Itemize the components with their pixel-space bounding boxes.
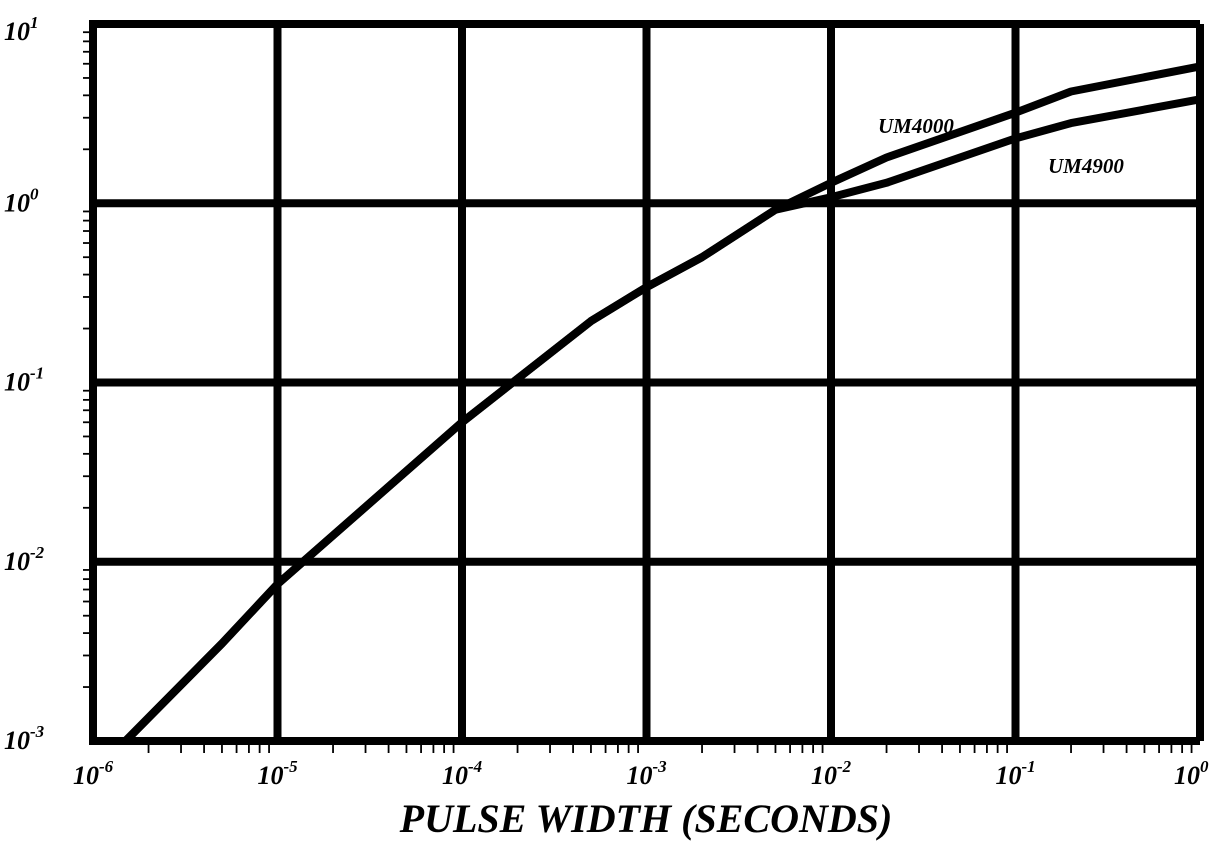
- y-tick-label: 10-1: [4, 364, 44, 397]
- x-tick-label: 10-4: [442, 757, 482, 790]
- x-tick-label: 10-3: [627, 757, 668, 790]
- series-lines: [122, 62, 1201, 744]
- x-tick-label: 10-2: [811, 757, 852, 790]
- x-tick-label: 10-6: [73, 757, 114, 790]
- series-line-um4000: [122, 62, 1201, 744]
- minor-ticks: [83, 31, 1193, 753]
- x-tick-label: 10-5: [258, 757, 299, 790]
- x-tick-label: 10-1: [996, 757, 1036, 790]
- y-tick-label: 10-2: [4, 543, 45, 576]
- series-line-um4900: [122, 95, 1201, 744]
- x-axis-title: PULSE WIDTH (SECONDS): [399, 796, 893, 841]
- tick-labels: 10-6 10-5 10-4 10-3 10-2 10-1 100 10-3 10-2 10-1 1…: [4, 13, 1209, 790]
- x-tick-label: 100: [1174, 757, 1209, 790]
- series-label-um4000: UM4000: [878, 114, 954, 138]
- y-tick-label: 101: [4, 13, 39, 46]
- y-tick-label: 100: [4, 184, 39, 217]
- grid: [89, 20, 1204, 745]
- y-tick-label: 10-3: [4, 722, 45, 755]
- series-label-um4900: UM4900: [1048, 154, 1124, 178]
